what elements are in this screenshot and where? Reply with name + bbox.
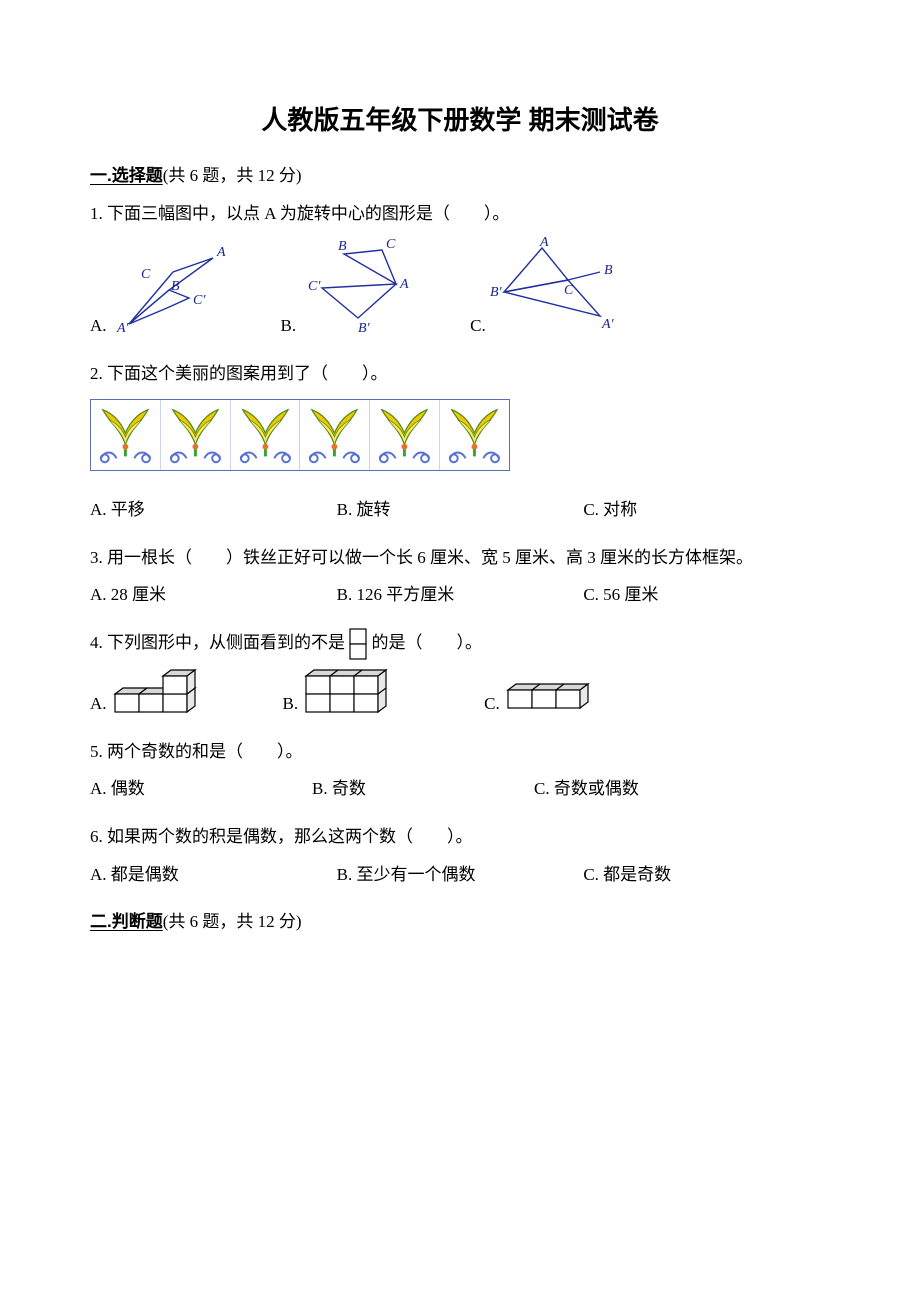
q4-figure-c xyxy=(506,680,606,714)
svg-text:B: B xyxy=(604,263,613,278)
q1-figure-b: B C A C′ B′ xyxy=(300,236,430,336)
svg-text:B′: B′ xyxy=(358,321,371,336)
q1-figure-c: A B C B′ A′ xyxy=(490,236,620,336)
svg-text:B: B xyxy=(338,239,347,254)
q4-figure-b xyxy=(304,666,404,714)
q5-opt-b: B. 奇数 xyxy=(312,774,534,799)
q1-opt-b-label: B. xyxy=(281,316,297,336)
q4-option-c: C. xyxy=(484,680,606,714)
svg-text:C′: C′ xyxy=(193,293,206,308)
q5-opt-c: C. 奇数或偶数 xyxy=(534,774,830,799)
q2-opt-b: B. 旋转 xyxy=(337,495,584,520)
section-2-sub: (共 6 题，共 12 分) xyxy=(163,912,302,931)
q4-option-a: A. xyxy=(90,666,203,714)
q6-options: A. 都是偶数 B. 至少有一个偶数 C. 都是奇数 xyxy=(90,860,830,885)
page-title: 人教版五年级下册数学 期末测试卷 xyxy=(90,100,830,137)
q2-pattern-image xyxy=(90,399,510,471)
svg-text:C: C xyxy=(564,283,574,298)
q5-options: A. 偶数 B. 奇数 C. 奇数或偶数 xyxy=(90,774,830,799)
q1-figure-a: A C B C′ A′ xyxy=(111,236,241,336)
q3-opt-b: B. 126 平方厘米 xyxy=(337,580,584,605)
section-1-header-line: 一.选择题(共 6 题，共 12 分) xyxy=(90,161,830,186)
q1-opt-c-label: C. xyxy=(470,316,486,336)
svg-text:C: C xyxy=(141,267,151,282)
q4-figure-a xyxy=(113,666,203,714)
section-1-sub: (共 6 题，共 12 分) xyxy=(163,166,302,185)
svg-text:C: C xyxy=(386,237,396,252)
q3-text: 3. 用一根长（ ）铁丝正好可以做一个长 6 厘米、宽 5 厘米、高 3 厘米的… xyxy=(90,542,830,574)
q5-text: 5. 两个奇数的和是（ ）。 xyxy=(90,736,830,768)
q2-options: A. 平移 B. 旋转 C. 对称 xyxy=(90,495,830,520)
svg-text:A′: A′ xyxy=(601,317,615,332)
q6-opt-a: A. 都是偶数 xyxy=(90,860,337,885)
q4-options: A. xyxy=(90,666,830,714)
q2-opt-a: A. 平移 xyxy=(90,495,337,520)
q4-pre: 4. 下列图形中，从侧面看到的不是 xyxy=(90,633,345,652)
section-1-label: 一.选择题 xyxy=(90,166,163,185)
svg-text:A: A xyxy=(216,245,226,260)
q3-opt-c: C. 56 厘米 xyxy=(583,580,830,605)
svg-text:B′: B′ xyxy=(490,285,503,300)
q1-option-a: A. A C B C′ A′ xyxy=(90,236,241,336)
q4-option-b: B. xyxy=(283,666,405,714)
svg-text:B: B xyxy=(171,279,180,294)
q4-inline-icon xyxy=(349,628,367,660)
q2-text: 2. 下面这个美丽的图案用到了（ ）。 xyxy=(90,358,830,390)
section-2-label: 二.判断题 xyxy=(90,912,163,931)
q3-options: A. 28 厘米 B. 126 平方厘米 C. 56 厘米 xyxy=(90,580,830,605)
q6-opt-b: B. 至少有一个偶数 xyxy=(337,860,584,885)
q1-option-b: B. B C A C′ B′ xyxy=(281,236,431,336)
q2-opt-c: C. 对称 xyxy=(583,495,830,520)
q4-post: 的是（ ）。 xyxy=(372,633,483,652)
svg-text:A: A xyxy=(539,236,549,250)
q4-opt-a-label: A. xyxy=(90,694,107,714)
q6-text: 6. 如果两个数的积是偶数，那么这两个数（ ）。 xyxy=(90,821,830,853)
q1-options: A. A C B C′ A′ B. xyxy=(90,236,830,336)
q1-opt-a-label: A. xyxy=(90,316,107,336)
q6-opt-c: C. 都是奇数 xyxy=(583,860,830,885)
page-content: 人教版五年级下册数学 期末测试卷 一.选择题(共 6 题，共 12 分) 1. … xyxy=(0,0,920,1002)
q1-text: 1. 下面三幅图中，以点 A 为旋转中心的图形是（ ）。 xyxy=(90,198,830,230)
q1-option-c: C. A B C B′ A′ xyxy=(470,236,620,336)
q3-opt-a: A. 28 厘米 xyxy=(90,580,337,605)
q4-text: 4. 下列图形中，从侧面看到的不是 的是（ ）。 xyxy=(90,627,830,660)
q4-opt-c-label: C. xyxy=(484,694,500,714)
svg-text:A′: A′ xyxy=(116,321,130,336)
svg-text:A: A xyxy=(399,277,409,292)
q5-opt-a: A. 偶数 xyxy=(90,774,312,799)
svg-text:C′: C′ xyxy=(308,279,321,294)
q4-opt-b-label: B. xyxy=(283,694,299,714)
section-2-header-line: 二.判断题(共 6 题，共 12 分) xyxy=(90,907,830,932)
